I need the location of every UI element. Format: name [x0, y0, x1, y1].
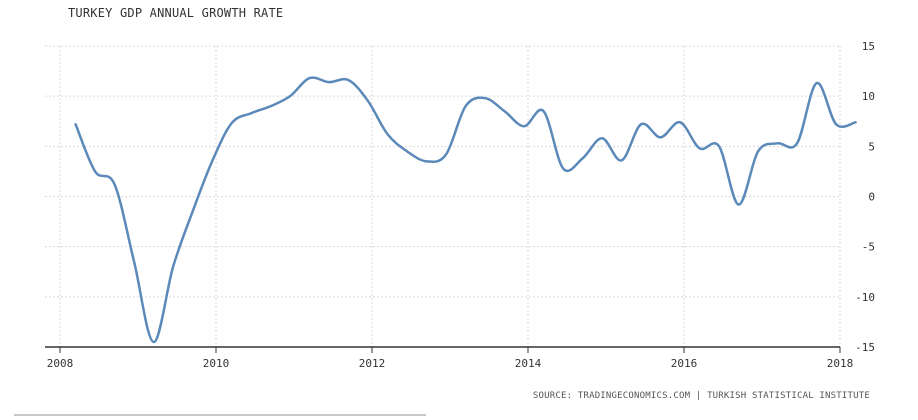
x-tick-label: 2012 [359, 357, 386, 370]
x-tick-label: 2008 [47, 357, 74, 370]
y-tick-label: 10 [862, 90, 875, 103]
x-tick-label: 2016 [671, 357, 698, 370]
y-tick-label: -15 [855, 341, 875, 354]
y-tick-label: -5 [862, 241, 875, 254]
x-tick-label: 2014 [515, 357, 542, 370]
y-tick-label: 0 [868, 191, 875, 204]
y-tick-label: 5 [868, 140, 875, 153]
y-tick-label: 15 [862, 40, 875, 53]
chart-title: TURKEY GDP ANNUAL GROWTH RATE [68, 6, 284, 20]
series-line-gdp-growth [74, 76, 857, 344]
x-tick-label: 2010 [203, 357, 230, 370]
x-tick-label: 2018 [827, 357, 854, 370]
y-tick-label: -10 [855, 291, 875, 304]
axes [45, 346, 841, 353]
y-axis-ticks: 15 10 5 0 -5 -10 -15 [855, 40, 875, 354]
bottom-divider [14, 414, 426, 416]
source-credit: SOURCE: TRADINGECONOMICS.COM | TURKISH S… [532, 391, 870, 401]
gridlines [45, 45, 841, 347]
x-axis-ticks: 2008 2010 2012 2014 2016 2018 [47, 357, 854, 370]
